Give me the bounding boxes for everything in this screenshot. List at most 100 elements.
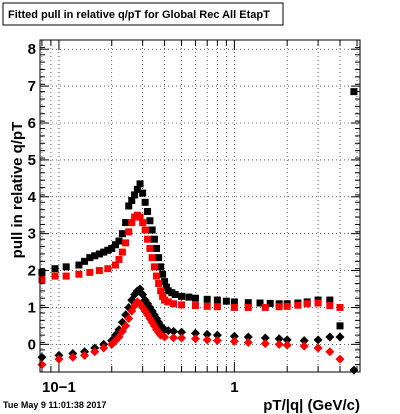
data-point [229,336,239,346]
x-axis-label: pT/|q| (GeV/c) [263,397,360,414]
data-point [170,300,178,308]
data-point [148,226,156,234]
data-point [243,337,253,347]
data-point [139,189,147,197]
x-tick-labels: 10−1 1 [42,379,239,396]
data-point [274,334,284,344]
data-point [100,248,108,256]
series-1 [38,211,344,311]
data-point [203,302,211,310]
data-point [203,295,211,303]
data-point [299,336,309,346]
data-point [303,300,311,308]
data-point [161,278,169,286]
data-point [177,327,187,337]
data-point [153,272,161,280]
data-point [51,265,59,273]
data-point [75,261,83,269]
series-0 [38,88,358,330]
data-point [190,334,200,344]
data-point [171,291,179,299]
data-point [146,217,154,225]
data-point [115,237,123,245]
data-point [326,296,334,304]
data-point [282,335,292,345]
data-point [108,244,116,252]
data-point [157,263,165,271]
timestamp: Tue May 9 11:01:38 2017 [3,400,106,410]
data-point [202,329,212,339]
data-point [128,219,136,227]
data-point [104,246,112,254]
data-point [266,299,274,307]
data-point [146,244,154,252]
data-point [244,303,252,311]
data-point [244,299,252,307]
data-point [157,287,165,295]
data-point [294,301,302,309]
data-point [75,270,83,278]
data-point [162,283,170,291]
data-point [95,267,103,275]
data-point [136,180,144,188]
data-point [155,279,163,287]
data-point [164,298,172,306]
y-tick-label: 8 [28,41,36,58]
data-point [118,230,126,238]
data-point [155,254,163,262]
data-point [282,340,292,350]
data-point [38,268,46,276]
data-point [144,208,152,216]
data-point [212,336,222,346]
data-point [111,261,119,269]
data-point [141,226,149,234]
x-tick-label: 1 [230,379,238,396]
y-tick-labels: 0 1 2 3 4 5 6 7 8 [28,41,37,353]
data-point [122,219,130,227]
data-point [261,303,269,311]
data-point [191,294,199,302]
data-point [62,263,70,271]
data-point [163,326,173,336]
data-point [111,241,119,249]
y-tick-label: 2 [28,263,36,280]
grid [40,40,360,372]
data-point [128,196,136,204]
data-point [68,352,78,362]
data-point [169,326,179,336]
data-point [118,248,126,256]
data-point [133,185,141,193]
data-point [62,272,70,280]
data-point [229,331,239,341]
data-point [191,302,199,310]
data-point [275,303,283,311]
data-point [326,302,334,310]
data-point [95,250,103,258]
data-point [230,303,238,311]
data-point [86,268,94,276]
data-point [104,265,112,273]
data-point [99,343,109,353]
y-axis-label: pull in relative q/pT [9,122,26,259]
data-point [313,335,323,345]
y-tick-label: 4 [28,189,37,206]
y-tick-label: 1 [28,299,36,316]
data-point [313,343,323,353]
data-point [243,332,253,342]
data-point [86,254,94,262]
data-point [125,228,133,236]
data-point [222,297,230,305]
data-point [177,333,187,343]
data-point [164,287,172,295]
data-point [159,270,167,278]
data-point [159,292,167,300]
data-point [38,276,46,284]
y-tick-label: 5 [28,152,36,169]
chart-title-box: Fitted pull in relative q/pT for Global … [2,2,284,26]
y-tick-label: 6 [28,115,36,132]
data-point [325,347,335,357]
data-point [169,333,179,343]
data-point [131,191,139,199]
